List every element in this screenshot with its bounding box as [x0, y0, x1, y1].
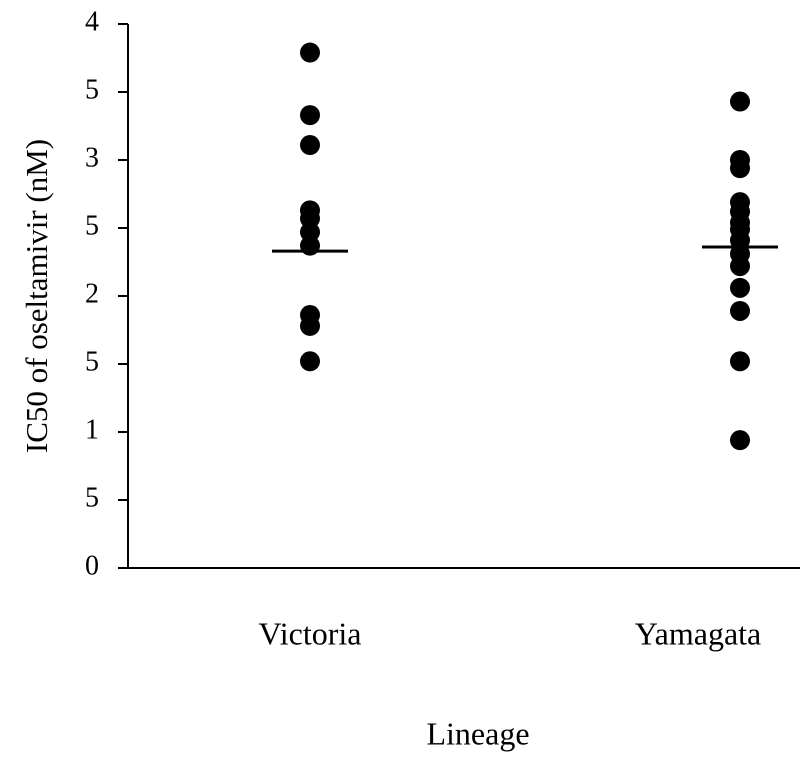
- y-tick-label: 1: [85, 414, 99, 445]
- dot: [730, 277, 750, 298]
- dot: [300, 42, 320, 63]
- dot: [300, 235, 320, 256]
- y-tick-label: 4: [85, 6, 99, 37]
- dot: [730, 158, 750, 179]
- dot: [730, 256, 750, 277]
- y-tick-label: 5: [85, 346, 99, 377]
- dot: [300, 351, 320, 372]
- y-tick-label: 5: [85, 482, 99, 513]
- dot: [730, 351, 750, 372]
- y-tick-label: 5: [85, 74, 99, 105]
- y-tick-label: 2: [85, 278, 99, 309]
- dot: [730, 300, 750, 321]
- dot: [730, 91, 750, 112]
- y-tick-label: 0: [85, 550, 99, 581]
- x-tick-label: Victoria: [259, 615, 362, 651]
- y-tick-label: 3: [85, 142, 99, 173]
- y-axis-label: IC50 of oseltamivir (nM): [19, 139, 54, 453]
- x-axis-label: Lineage: [426, 715, 529, 751]
- dot: [300, 315, 320, 336]
- dot: [730, 430, 750, 451]
- y-tick-label: 5: [85, 210, 99, 241]
- dot: [300, 105, 320, 126]
- x-tick-label: Yamagata: [635, 615, 762, 651]
- dot: [300, 135, 320, 156]
